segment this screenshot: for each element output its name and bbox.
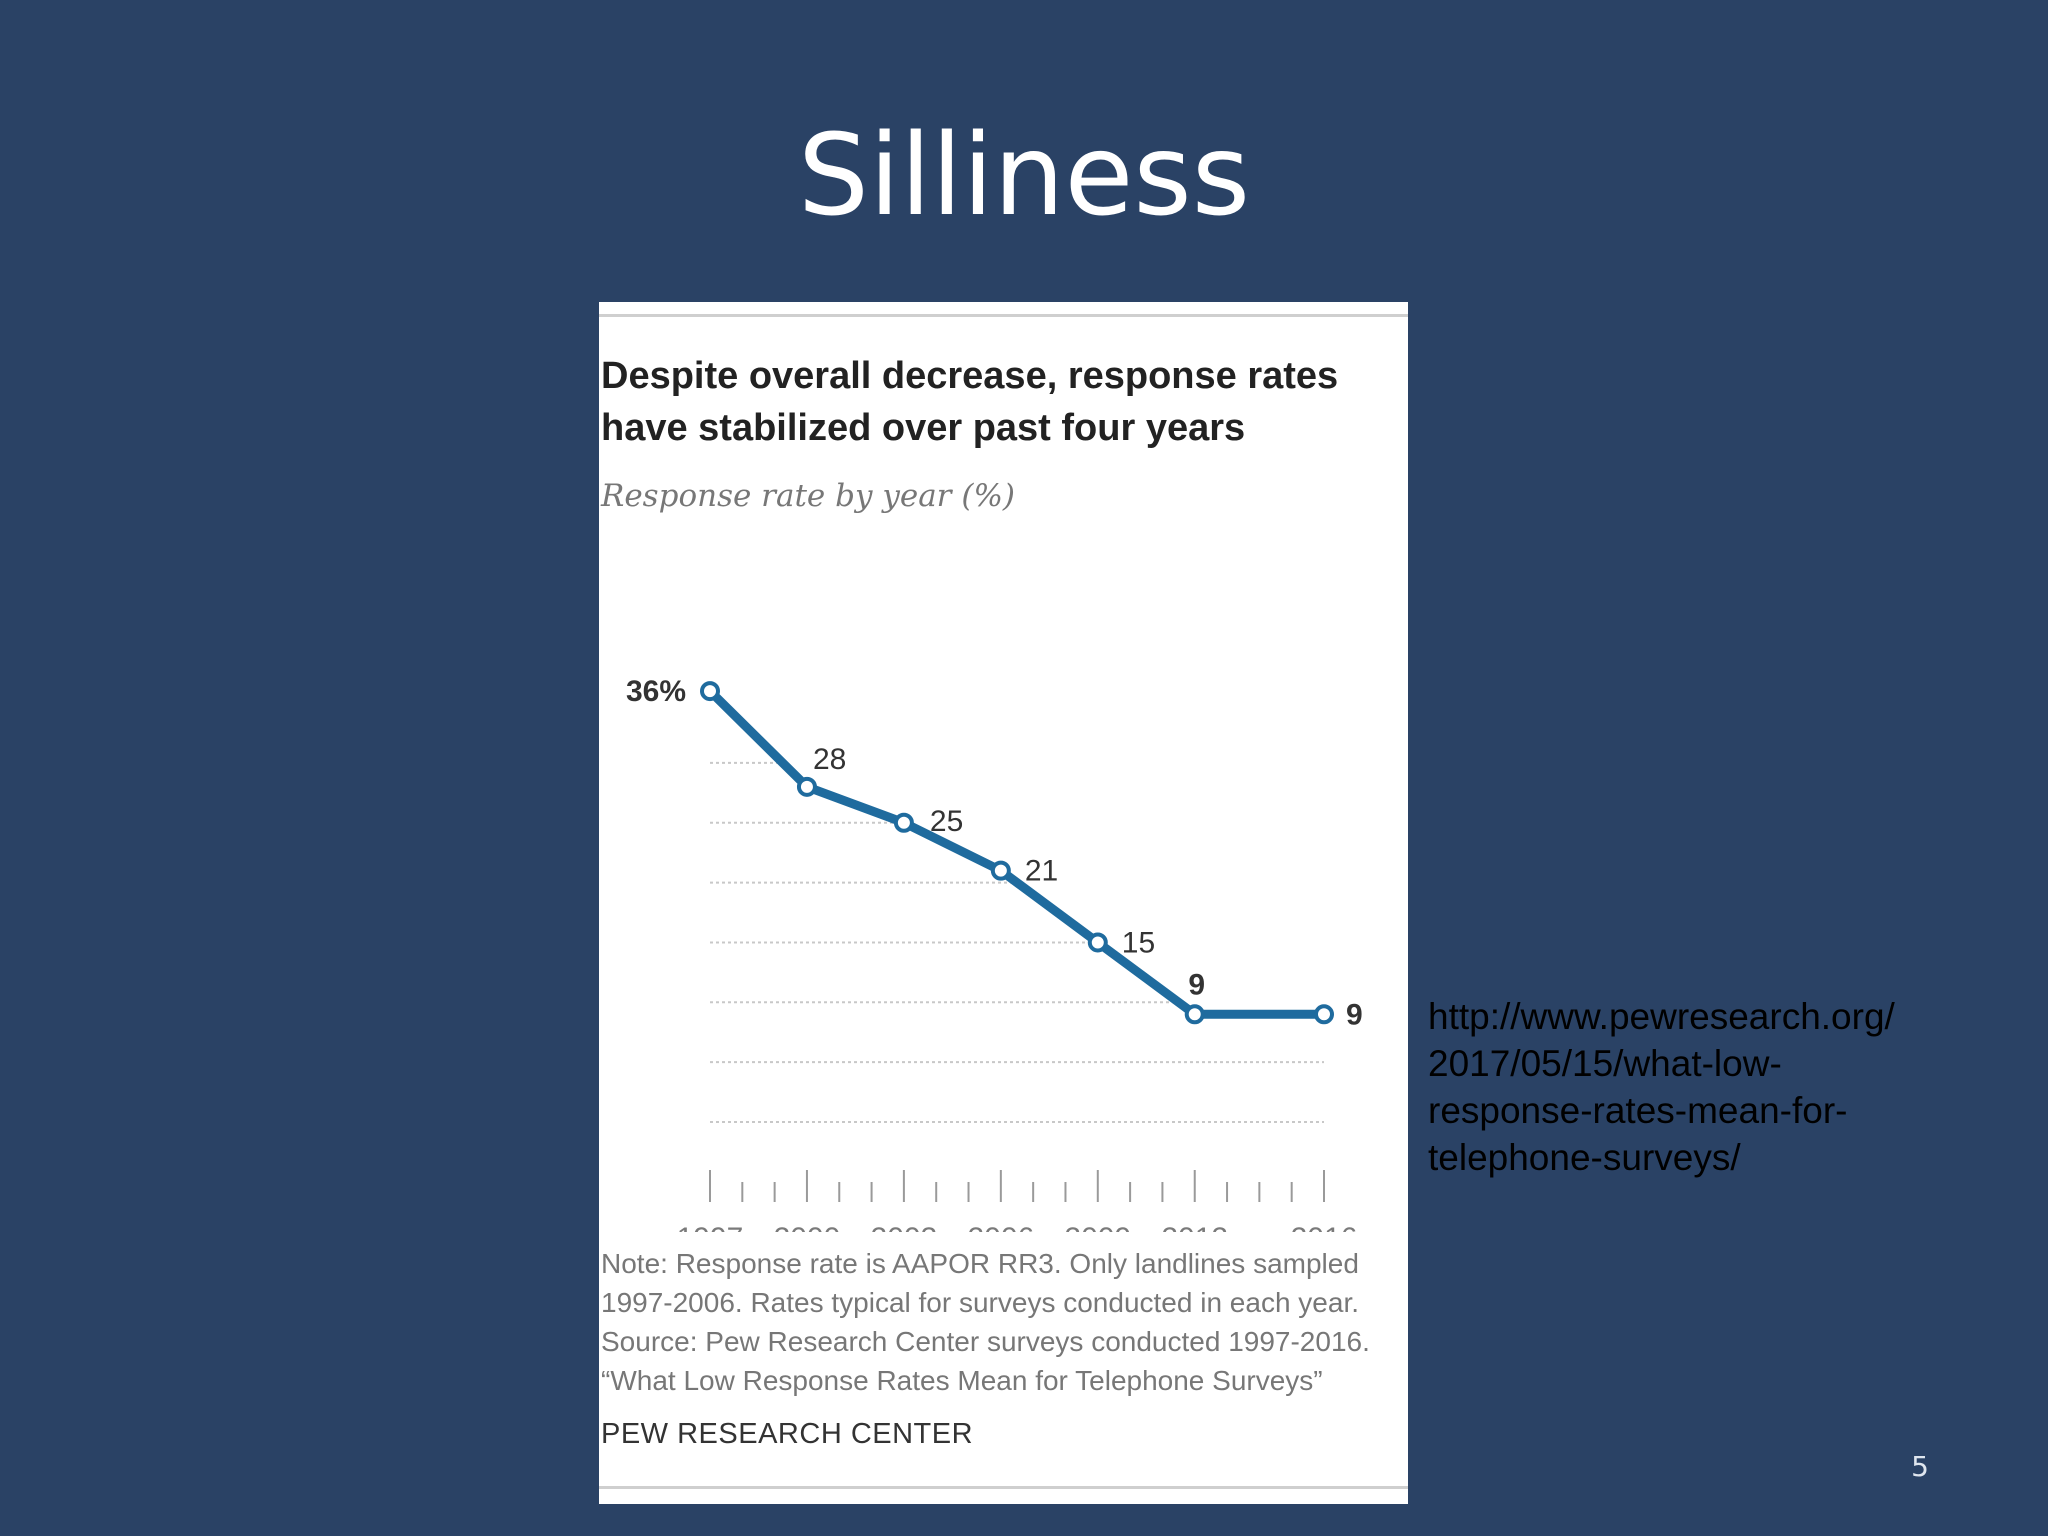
- data-label-1997: 36%: [626, 675, 686, 708]
- data-point-2012: [1184, 1004, 1205, 1025]
- data-label-2009: 15: [1122, 926, 1155, 959]
- x-tick-label-1997: 1997: [677, 1222, 744, 1232]
- source-url-line-2[interactable]: 2017/05/15/what-low-: [1428, 1043, 1782, 1084]
- note-line-3: Source: Pew Research Center surveys cond…: [601, 1326, 1370, 1357]
- chart-note: Note: Response rate is AAPOR RR3. Only l…: [601, 1244, 1406, 1400]
- top-rule: [599, 314, 1408, 317]
- source-url-line-1[interactable]: http://www.pewresearch.org/: [1428, 996, 1895, 1037]
- data-point-2000: [796, 776, 817, 797]
- note-line-4: “What Low Response Rates Mean for Teleph…: [601, 1365, 1323, 1396]
- x-tick-label-2012: 2012: [1161, 1222, 1228, 1232]
- source-url-line-3[interactable]: response-rates-mean-for-: [1428, 1090, 1848, 1131]
- x-tick-label-2003: 2003: [871, 1222, 938, 1232]
- chart-subtitle: Response rate by year (%): [601, 478, 1016, 514]
- data-point-1997: [700, 681, 720, 702]
- data-label-2016: 9: [1346, 998, 1363, 1031]
- chart-title-line-1: Despite overall decrease, response rates: [601, 355, 1339, 397]
- data-point-2009: [1087, 932, 1108, 953]
- data-point-2006: [990, 860, 1011, 881]
- line-chart: 1997 2000 2003 2006 2009 2012 2016 36% 28 25 21 15 9…: [626, 675, 1363, 1232]
- data-point-2003: [893, 812, 914, 833]
- chart-title-line-2: have stabilized over past four years: [601, 407, 1246, 449]
- note-line-1: Note: Response rate is AAPOR RR3. Only l…: [601, 1248, 1359, 1279]
- chart-figure: Despite overall decrease, response rates…: [599, 302, 1408, 1504]
- data-label-2000: 28: [813, 743, 846, 776]
- source-url-line-4[interactable]: telephone-surveys/: [1428, 1137, 1741, 1178]
- source-url[interactable]: http://www.pewresearch.org/ 2017/05/15/w…: [1428, 993, 1968, 1181]
- pew-logo-text: PEW RESEARCH CENTER: [601, 1418, 974, 1450]
- data-point-2016: [1314, 1004, 1334, 1025]
- slide-title: Silliness: [797, 111, 1251, 241]
- data-label-2012: 9: [1188, 968, 1205, 1001]
- page-number: 5: [1911, 1450, 1929, 1483]
- x-tick-label-2000: 2000: [774, 1222, 841, 1232]
- series-line: [705, 686, 1329, 1019]
- data-label-2006: 21: [1025, 855, 1058, 888]
- x-tick-label-2009: 2009: [1064, 1222, 1131, 1232]
- note-line-2: 1997-2006. Rates typical for surveys con…: [601, 1287, 1359, 1318]
- bottom-rule: [599, 1486, 1408, 1489]
- x-tick-label-2016: 2016: [1291, 1222, 1358, 1232]
- chart-title: Despite overall decrease, response rates…: [601, 350, 1408, 454]
- data-label-2003: 25: [930, 805, 963, 838]
- x-tick-label-2006: 2006: [967, 1222, 1034, 1232]
